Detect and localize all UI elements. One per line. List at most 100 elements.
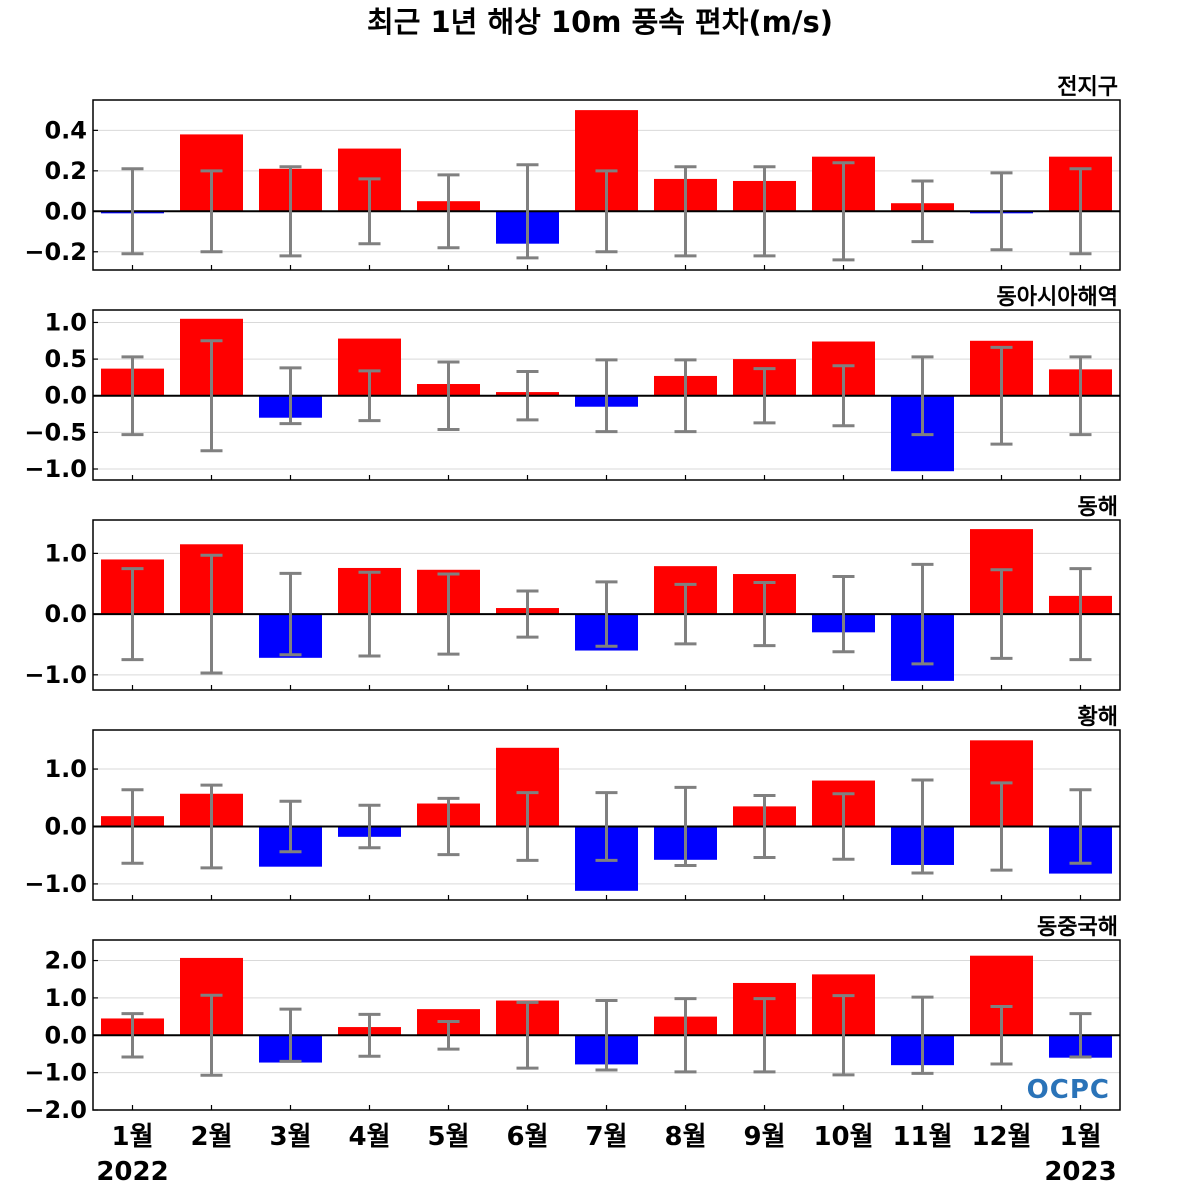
error-bar <box>121 1012 144 1059</box>
error-bar <box>832 792 855 861</box>
error-bar <box>753 793 776 859</box>
y-tick-label: 2.0 <box>44 947 87 975</box>
error-bar <box>516 163 539 260</box>
error-bar <box>595 791 618 862</box>
error-bar <box>990 345 1013 446</box>
error-bar <box>990 171 1013 252</box>
y-tick-label: 0.5 <box>44 345 87 373</box>
y-tick-label: 0.0 <box>44 812 87 840</box>
y-tick-label: −1.0 <box>24 1059 87 1087</box>
error-bar <box>200 339 223 453</box>
error-bar <box>753 581 776 648</box>
panel-1: −0.2 0.0 0.2 0.4 전지구 <box>24 75 1121 271</box>
error-bar <box>911 355 934 437</box>
error-bar <box>358 570 381 658</box>
error-bar <box>358 1012 381 1058</box>
x-tick-label: 6월 <box>506 1122 548 1152</box>
error-bar <box>595 580 618 648</box>
error-bar <box>200 169 223 254</box>
error-bar <box>832 364 855 428</box>
error-bar <box>595 358 618 434</box>
error-bar <box>279 571 302 657</box>
error-bar <box>437 1019 460 1051</box>
y-tick-label: −2.0 <box>24 1096 87 1124</box>
y-tick-label: −0.5 <box>24 418 87 446</box>
error-bar <box>279 799 302 854</box>
error-bar <box>1069 567 1092 662</box>
chart-title: 최근 1년 해상 10m 풍속 편차(m/s) <box>367 5 833 39</box>
error-bar <box>121 788 144 865</box>
x-tick-label: 4월 <box>348 1122 390 1152</box>
error-bar <box>595 169 618 254</box>
error-bar <box>990 781 1013 872</box>
error-bar <box>1069 1012 1092 1059</box>
error-bar <box>516 589 539 639</box>
error-bar <box>753 165 776 258</box>
year-label-start: 2022 <box>96 1157 168 1187</box>
panel-3: −1.0 0.0 1.0 동해 <box>24 495 1121 691</box>
error-bar <box>358 369 381 423</box>
error-bar <box>358 177 381 246</box>
error-bar <box>437 572 460 656</box>
error-bar <box>753 367 776 425</box>
error-bar <box>1069 788 1092 865</box>
y-tick-label: 0.0 <box>44 1021 87 1049</box>
y-tick-label: 1.0 <box>44 984 87 1012</box>
x-tick-label: 11월 <box>892 1122 952 1152</box>
panel-region-title: 동아시아해역 <box>997 285 1118 310</box>
error-bar <box>200 993 223 1077</box>
error-bar <box>1069 355 1092 437</box>
error-bar <box>437 173 460 250</box>
year-label-end: 2023 <box>1044 1157 1116 1187</box>
y-tick-label: −1.0 <box>24 870 87 898</box>
error-bar <box>200 783 223 870</box>
error-bar <box>121 355 144 437</box>
error-bar <box>911 179 934 244</box>
error-bar <box>911 778 934 875</box>
y-tick-label: 1.0 <box>44 308 87 336</box>
panel-region-title: 황해 <box>1078 705 1118 730</box>
error-bar <box>279 1007 302 1063</box>
error-bar <box>674 997 697 1074</box>
error-bar <box>200 553 223 675</box>
error-bar <box>911 995 934 1075</box>
error-bar <box>990 568 1013 660</box>
error-bar <box>1069 167 1092 256</box>
x-tick-label: 7월 <box>585 1122 627 1152</box>
error-bar <box>437 796 460 857</box>
error-bar <box>674 165 697 258</box>
panel-4: −1.0 0.0 1.0 황해 <box>24 705 1121 901</box>
error-bar <box>674 785 697 868</box>
y-tick-label: 1.0 <box>44 755 87 783</box>
y-tick-label: −1.0 <box>24 455 87 483</box>
x-tick-label: 8월 <box>664 1122 706 1152</box>
x-tick-label: 2월 <box>190 1122 232 1152</box>
y-tick-label: 0.4 <box>44 116 87 144</box>
error-bar <box>911 562 934 666</box>
panel-5: −2.0 −1.0 0.0 1.0 2.0 동중국해 <box>24 915 1121 1124</box>
error-bar <box>990 1005 1013 1066</box>
panel-2: −1.0 −0.5 0.0 0.5 1.0 동아시아해역 <box>24 285 1121 483</box>
x-tick-label: 12월 <box>971 1122 1031 1152</box>
x-tick-label: 9월 <box>743 1122 785 1152</box>
panels: −0.20.00.20.4전지구−1.0−0.50.00.51.0동아시아해역−… <box>24 75 1121 1124</box>
error-bar <box>279 366 302 426</box>
x-tick-label: 1월 <box>111 1122 153 1152</box>
panel-region-title: 전지구 <box>1057 75 1118 100</box>
error-bar <box>279 165 302 258</box>
error-bar <box>121 167 144 256</box>
x-tick-label: 3월 <box>269 1122 311 1152</box>
y-tick-label: −0.2 <box>24 238 87 266</box>
y-tick-label: 0.0 <box>44 197 87 225</box>
error-bar <box>832 574 855 654</box>
panel-region-title: 동해 <box>1078 495 1118 520</box>
error-bar <box>358 803 381 850</box>
error-bar <box>121 567 144 662</box>
error-bar <box>516 370 539 422</box>
error-bar <box>595 999 618 1072</box>
error-bar <box>832 161 855 262</box>
panel-region-title: 동중국해 <box>1037 915 1118 940</box>
error-bar <box>437 360 460 431</box>
x-axis: 1월 2월 3월 4월 5월 6월 7월 8월 9월 10월 11월 12월 1월 2022 2023 <box>96 1122 1116 1187</box>
x-tick-label: 1월 <box>1059 1122 1101 1152</box>
